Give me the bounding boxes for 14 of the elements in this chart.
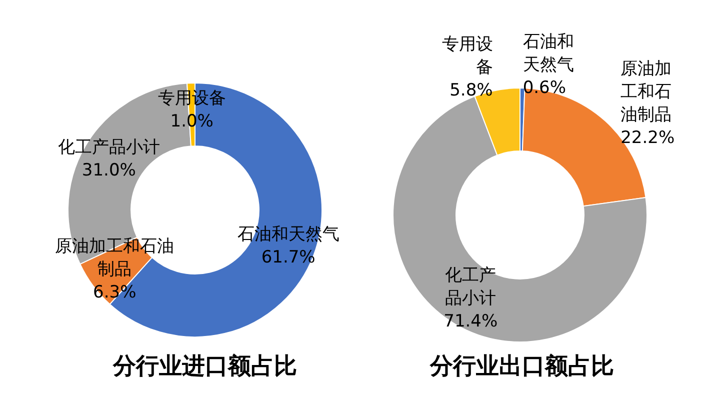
slice-label: 专用设备 xyxy=(442,34,493,78)
slice-label: 化工产品小计 xyxy=(445,265,496,308)
data-label: 5.8% xyxy=(450,80,493,100)
data-label: 22.2% xyxy=(620,128,675,148)
slice-label: 原油加工和石油制品 xyxy=(620,59,672,126)
data-label: 31.0% xyxy=(82,160,136,181)
slice-label: 化工产品小计 xyxy=(58,138,160,158)
text: 分行业进口额占比 xyxy=(112,354,297,380)
data-label: 1.0% xyxy=(170,112,214,132)
data-label: 6.3% xyxy=(93,282,136,303)
slice-label: 原油加工和石油制品 xyxy=(55,236,174,280)
text: 分行业出口额占比 xyxy=(429,354,614,380)
slice-label: 石油和天然气 xyxy=(522,32,574,76)
data-label: 71.4% xyxy=(444,311,498,332)
